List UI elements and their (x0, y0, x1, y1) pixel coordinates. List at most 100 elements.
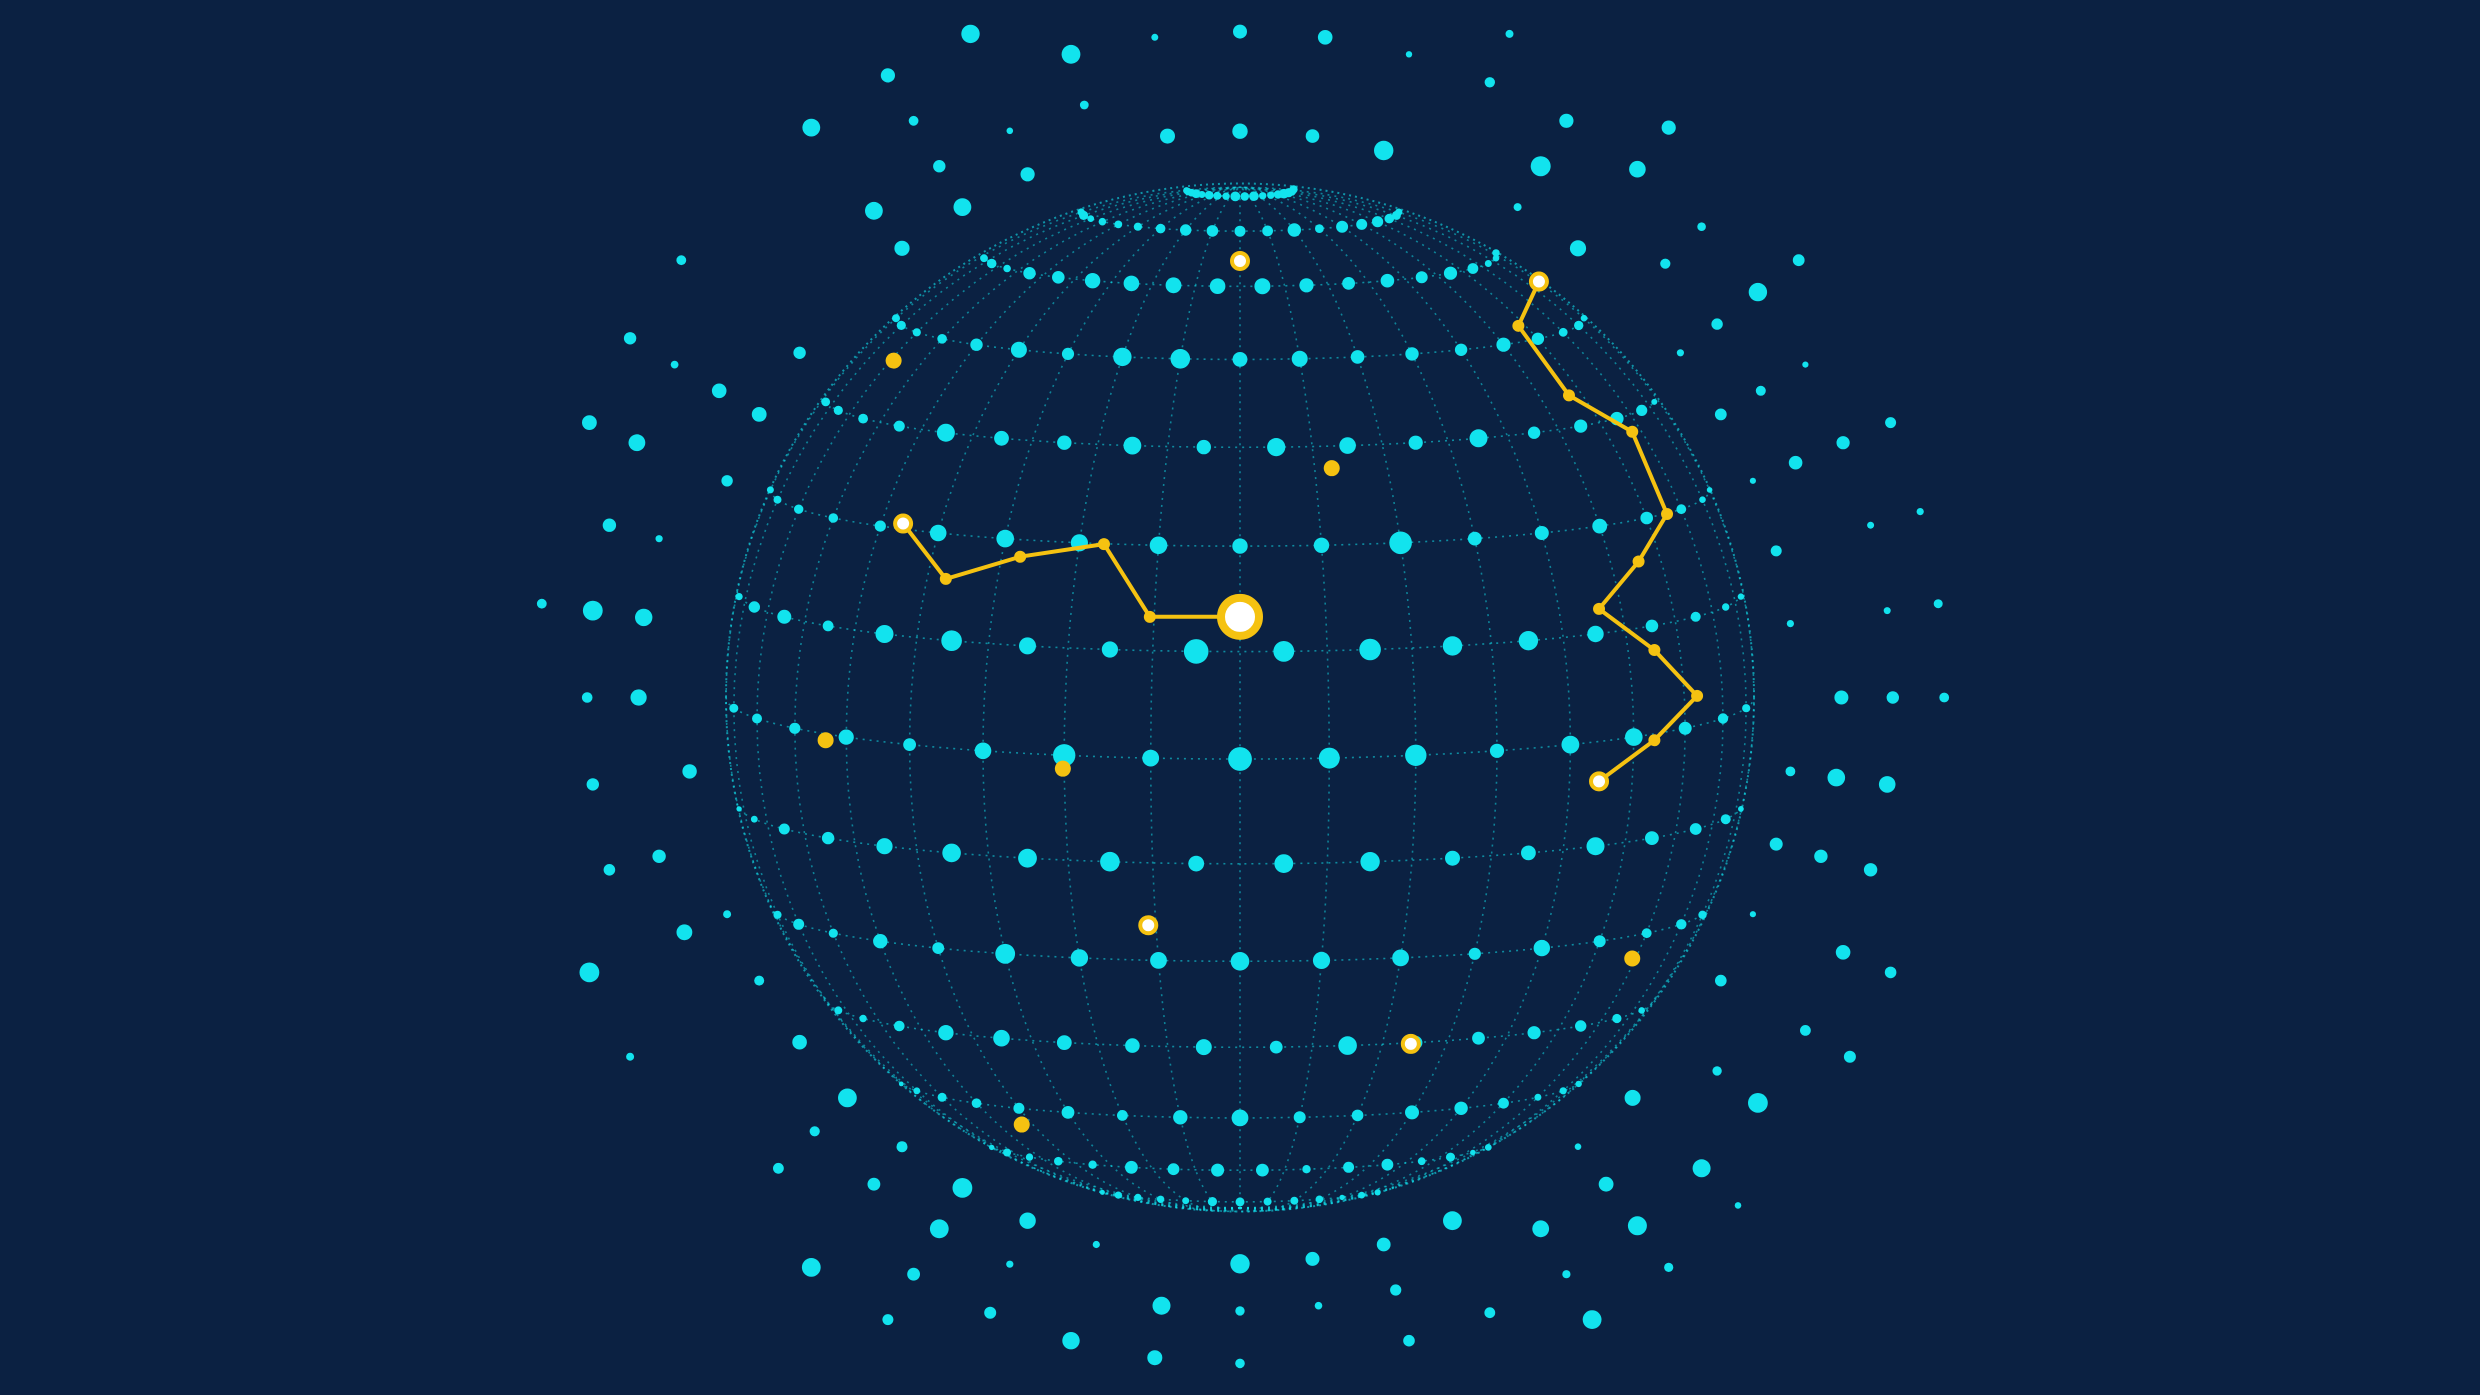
grid-dot (896, 320, 906, 330)
grid-dot (1405, 1105, 1419, 1120)
grid-dot (1010, 341, 1027, 358)
outer-dot (1020, 167, 1035, 182)
outer-dot (1569, 240, 1587, 257)
grid-dot (1057, 435, 1072, 450)
star-endpoint (1589, 771, 1610, 792)
grid-dot (1625, 728, 1643, 746)
grid-dot (929, 524, 947, 542)
grid-dot (1492, 249, 1500, 257)
outer-dot (1916, 508, 1924, 516)
outer-dot (1676, 349, 1684, 357)
grid-dot (937, 1092, 947, 1102)
star-node (1691, 689, 1704, 702)
grid-dot (1640, 511, 1653, 525)
outer-dot (723, 910, 732, 919)
outer-dot (952, 1178, 973, 1198)
grid-dot (942, 843, 961, 863)
outer-dot (1814, 849, 1828, 863)
grid-dot (1699, 496, 1706, 504)
meridian-line (982, 186, 1241, 1212)
grid-dot (1559, 1087, 1567, 1095)
outer-dot (1712, 1066, 1722, 1076)
grid-dot (1531, 332, 1545, 345)
outer-dot (809, 1126, 820, 1137)
outer-dot (1152, 1296, 1171, 1315)
grid-dot (1269, 1040, 1283, 1054)
grid-dot (986, 258, 997, 269)
grid-dot (1230, 191, 1241, 202)
center-star (1217, 593, 1263, 640)
grid-dot (752, 713, 762, 724)
outer-dot (1843, 1050, 1856, 1063)
grid-dot (1312, 951, 1331, 970)
sphere-dots (729, 185, 1751, 1207)
grid-dot (1356, 218, 1368, 230)
outer-dot (1697, 222, 1706, 231)
grid-dot (1259, 192, 1267, 200)
grid-dot (1206, 225, 1219, 237)
outer-dot (1305, 1251, 1320, 1266)
outer-dot (1484, 77, 1496, 88)
outer-dot (1624, 1089, 1641, 1106)
outer-dot (1749, 911, 1756, 918)
grid-dot (1228, 747, 1252, 771)
grid-dot (1240, 192, 1249, 201)
grid-dot (936, 423, 955, 442)
grid-dot (938, 1025, 954, 1041)
grid-dot (1156, 1195, 1165, 1204)
grid-dot (1443, 266, 1458, 280)
outer-dot (1769, 837, 1783, 851)
outer-dot (802, 118, 821, 137)
grid-dot (858, 413, 868, 424)
grid-dot (1198, 191, 1206, 198)
grid-dot (1527, 426, 1541, 439)
grid-dot (1380, 273, 1395, 288)
grid-dot (1150, 952, 1167, 969)
grid-dot (912, 328, 921, 337)
grid-dot (1125, 1038, 1140, 1053)
grid-dot (1496, 337, 1511, 352)
outer-dot (579, 962, 600, 983)
grid-dot (794, 504, 804, 514)
grid-dot (1641, 928, 1652, 939)
grid-dot (1417, 1157, 1426, 1166)
grid-dot (1467, 263, 1479, 274)
grid-dot (1395, 208, 1403, 216)
grid-dot (1612, 1013, 1622, 1024)
grid-dot (1445, 850, 1460, 866)
grid-dot (1405, 744, 1427, 766)
grid-dot (833, 405, 843, 415)
grid-dot (1167, 1163, 1180, 1176)
outer-dot (1788, 455, 1803, 470)
gold-dot (1323, 460, 1340, 477)
grid-dot (1343, 1161, 1355, 1173)
grid-dot (1470, 1149, 1476, 1156)
outer-dot (793, 346, 806, 359)
outer-dot (1513, 203, 1522, 212)
meridian-line (1239, 186, 1572, 1211)
outer-dot (1714, 408, 1727, 421)
outer-dot (984, 1306, 997, 1319)
outer-dot (1933, 599, 1943, 609)
grid-dot (1023, 267, 1036, 280)
grid-dot (1389, 531, 1412, 555)
grid-dot (1180, 224, 1192, 236)
grid-dot (1207, 1197, 1217, 1207)
gold-dot (1138, 915, 1159, 936)
outer-dot (536, 598, 547, 609)
outer-dot (626, 1052, 635, 1061)
outer-dot (1878, 776, 1896, 793)
outer-dot (1786, 620, 1794, 628)
outer-dot (801, 1258, 821, 1277)
grid-dot (1446, 1152, 1455, 1162)
grid-dot (1534, 526, 1549, 540)
grid-dot (1351, 1109, 1364, 1122)
grid-dot (876, 838, 893, 855)
grid-dot (1209, 278, 1226, 295)
grid-dot (1651, 398, 1658, 405)
grid-dot (1638, 1007, 1645, 1014)
outer-dot (1062, 1332, 1080, 1350)
outer-dot (1147, 1350, 1163, 1366)
outer-dot (1827, 768, 1846, 787)
grid-dot (1737, 593, 1745, 600)
